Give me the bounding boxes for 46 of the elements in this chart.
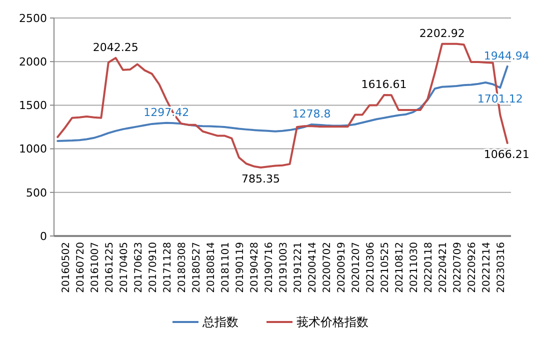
x-tick-label: 20200919 (336, 242, 348, 293)
data-label: 1066.21 (484, 148, 530, 162)
x-tick-label: 20180308 (176, 242, 188, 293)
x-tick-label: 20180814 (206, 242, 217, 293)
x-tick-label: 20171128 (162, 242, 174, 293)
x-tick-label: 20211030 (409, 242, 420, 293)
data-label: 1944.94 (484, 49, 530, 62)
x-tick-label: 20230316 (496, 242, 508, 293)
x-tick-label: 20170623 (133, 242, 144, 293)
data-label: 2202.92 (419, 26, 465, 40)
x-tick-label: 20220421 (438, 242, 450, 293)
x-tick-label: 20220926 (467, 242, 478, 293)
x-tick-label: 20210812 (394, 242, 406, 293)
x-tick-label: 20210525 (380, 242, 392, 293)
x-tick-label: 20220709 (452, 242, 464, 293)
y-tick-label: 2500 (19, 12, 47, 25)
data-label: 785.35 (241, 172, 280, 186)
x-tick-label: 20210306 (366, 242, 377, 293)
x-tick-label: 20160502 (60, 242, 72, 293)
y-tick-label: 2000 (19, 55, 47, 68)
y-tick-label: 1000 (19, 142, 47, 156)
x-tick-label: 20161007 (90, 242, 101, 293)
x-tick-label: 20200414 (308, 242, 319, 293)
x-tick-label: 20190119 (234, 242, 246, 293)
x-tick-label: 20160720 (75, 242, 86, 293)
y-tick-label: 0 (40, 230, 47, 243)
x-tick-label: 20170910 (148, 242, 159, 293)
x-tick-label: 20191003 (278, 242, 290, 293)
x-tick-label: 20190428 (249, 242, 260, 293)
legend-label: 总指数 (202, 315, 238, 330)
x-tick-label: 20221214 (482, 242, 493, 293)
x-tick-label: 20181101 (220, 242, 232, 293)
x-tick-label: 20200702 (322, 242, 334, 293)
x-tick-label: 20190716 (264, 242, 275, 293)
x-tick-label: 20220118 (424, 242, 435, 293)
y-tick-label: 500 (26, 186, 47, 200)
legend-label: 莪术价格指数 (296, 315, 368, 330)
x-tick-label: 20180527 (191, 242, 202, 293)
x-tick-label: 20201207 (351, 242, 362, 293)
data-label: 1278.8 (292, 107, 331, 120)
data-label: 1616.61 (361, 78, 407, 92)
y-tick-label: 1500 (19, 99, 47, 112)
x-tick-label: 20161225 (104, 242, 116, 293)
x-tick-label: 20191221 (293, 242, 304, 293)
x-tick-label: 20170405 (118, 242, 130, 293)
data-label: 2042.25 (92, 40, 138, 54)
